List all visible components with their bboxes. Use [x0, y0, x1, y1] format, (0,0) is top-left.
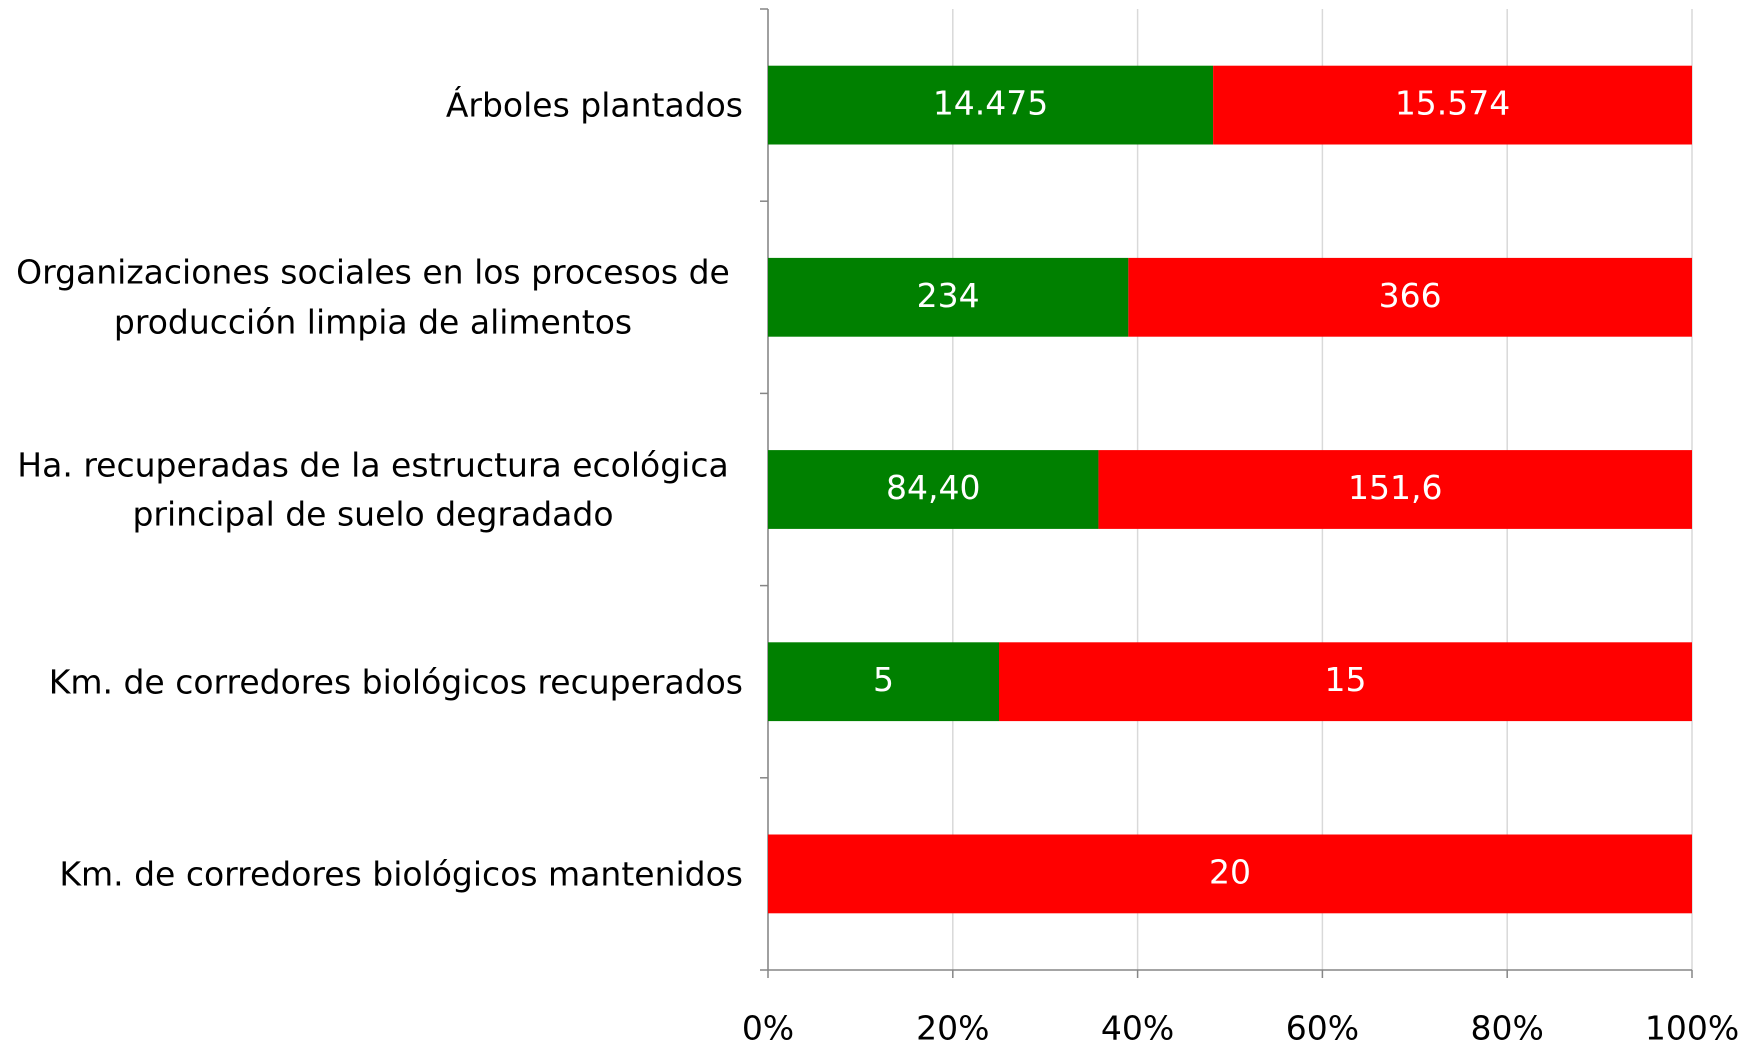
category-label-box: Ha. recuperadas de la estructura ecológi… [3, 440, 743, 539]
bar [768, 450, 1099, 529]
data-label: 15 [1325, 660, 1367, 699]
data-label: 20 [1209, 852, 1251, 891]
category-label-box: Árboles plantados [3, 80, 743, 130]
x-tick-label: 20% [916, 1009, 989, 1043]
data-label: 15.574 [1395, 84, 1510, 123]
y-tick-label: Km. de corredores biológicos mantenidos [59, 854, 743, 894]
data-label: 234 [917, 276, 980, 315]
x-tick-label: 100% [1645, 1009, 1739, 1043]
bar [1213, 65, 1692, 145]
y-tick-label: Organizaciones sociales en los procesos … [16, 252, 730, 342]
category-label-box: Organizaciones sociales en los procesos … [3, 248, 743, 347]
x-tick-label: 60% [1286, 1009, 1359, 1043]
bar [768, 257, 1129, 337]
data-label: 14.475 [933, 84, 1048, 123]
data-label: 84,40 [886, 468, 980, 507]
y-tick-label: Árboles plantados [445, 85, 743, 125]
data-label: 366 [1379, 276, 1442, 315]
bar [768, 65, 1214, 145]
x-tick-label: 40% [1101, 1009, 1174, 1043]
y-tick-label: Km. de corredores biológicos recuperados [48, 661, 743, 701]
y-tick-label: Ha. recuperadas de la estructura ecológi… [17, 445, 729, 534]
x-tick-label: 0% [742, 1009, 794, 1043]
bar [1128, 257, 1692, 337]
bar [999, 642, 1692, 722]
data-label: 5 [873, 660, 894, 699]
data-label: 151,6 [1348, 468, 1442, 507]
bar [768, 642, 999, 722]
category-label-box: Km. de corredores biológicos mantenidos [3, 849, 743, 899]
category-label-box: Km. de corredores biológicos recuperados [3, 657, 743, 707]
bar [1098, 450, 1692, 529]
bar [768, 834, 1692, 914]
x-tick-label: 80% [1471, 1009, 1544, 1043]
